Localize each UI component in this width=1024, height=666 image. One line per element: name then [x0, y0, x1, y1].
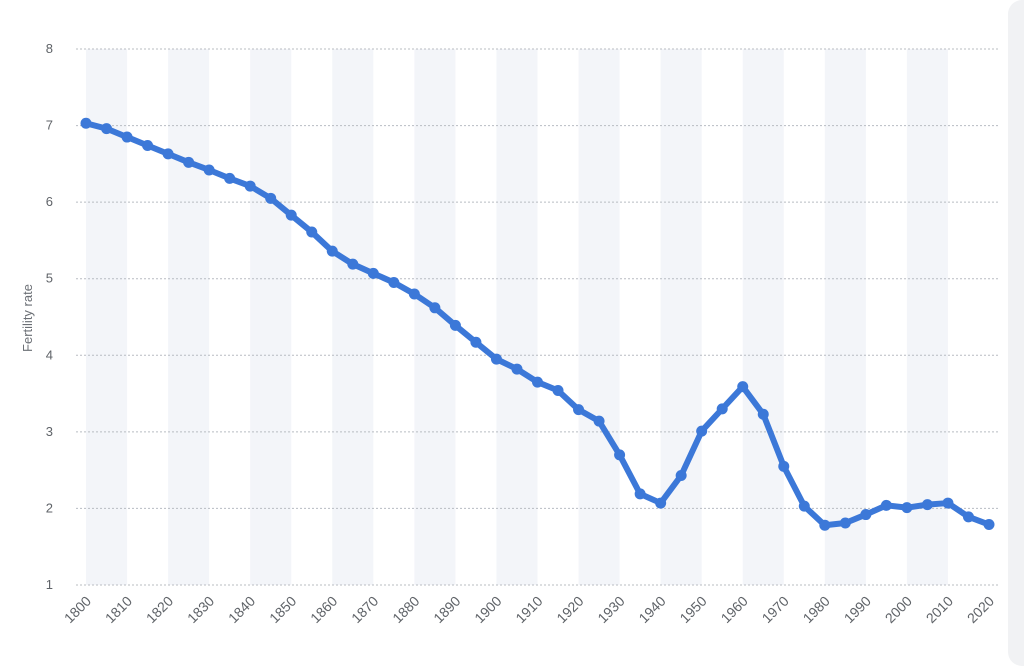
x-tick-label: 2000: [882, 593, 915, 626]
x-tick-label: 1900: [471, 593, 504, 626]
x-tick-label: 1810: [102, 593, 135, 626]
x-tick-label: 1990: [841, 593, 874, 626]
side-panel: [1008, 0, 1024, 666]
decade-band: [742, 49, 784, 585]
data-point[interactable]: [388, 277, 400, 289]
data-point[interactable]: [347, 258, 359, 270]
x-tick-label: 1930: [594, 593, 627, 626]
y-tick-label: 5: [46, 271, 53, 286]
y-tick-label: 2: [46, 500, 53, 515]
data-point[interactable]: [532, 376, 543, 388]
y-tick-label: 8: [46, 41, 53, 56]
decade-band: [496, 49, 538, 585]
data-point[interactable]: [142, 139, 154, 151]
data-point[interactable]: [573, 404, 585, 416]
data-point[interactable]: [101, 123, 113, 135]
x-axis-ticks: 1800 1810 1820 1830 1840 1850 1860 1870 1880 1890…: [61, 593, 997, 626]
data-point[interactable]: [306, 226, 318, 238]
data-point[interactable]: [224, 172, 236, 184]
data-point[interactable]: [121, 131, 133, 143]
data-point[interactable]: [408, 288, 420, 300]
x-tick-label: 1820: [143, 593, 176, 626]
x-tick-label: 1840: [225, 593, 258, 626]
y-tick-label: 3: [46, 424, 53, 439]
data-point[interactable]: [819, 519, 831, 531]
data-points: [80, 117, 995, 531]
data-point[interactable]: [737, 381, 749, 393]
data-point[interactable]: [716, 403, 728, 415]
decade-band: [250, 49, 292, 585]
data-point[interactable]: [490, 353, 502, 365]
x-tick-label: 1890: [430, 593, 463, 626]
y-tick-label: 6: [46, 194, 53, 209]
y-tick-label: 1: [46, 577, 53, 592]
data-point[interactable]: [634, 488, 646, 500]
data-point[interactable]: [285, 209, 297, 221]
data-point[interactable]: [983, 519, 995, 531]
x-tick-label: 1920: [553, 593, 586, 626]
x-tick-label: 1940: [635, 593, 668, 626]
decade-band: [906, 49, 948, 585]
data-point[interactable]: [880, 499, 892, 511]
data-point[interactable]: [675, 470, 687, 482]
x-tick-label: 1960: [718, 593, 751, 626]
data-point[interactable]: [860, 509, 872, 521]
data-point[interactable]: [244, 180, 256, 192]
data-point[interactable]: [839, 517, 851, 529]
decade-band: [578, 49, 620, 585]
y-axis-title: Fertility rate: [20, 284, 35, 352]
x-tick-label: 1870: [348, 593, 381, 626]
decade-band: [86, 49, 128, 585]
x-tick-label: 2020: [964, 593, 997, 626]
x-tick-label: 1850: [266, 593, 299, 626]
data-point[interactable]: [470, 336, 482, 348]
x-tick-label: 1980: [800, 593, 833, 626]
data-point[interactable]: [798, 500, 810, 512]
decade-band: [332, 49, 374, 585]
y-axis-ticks: 1 2 3 4 5 6 7 8: [46, 41, 53, 592]
x-tick-label: 1950: [676, 593, 709, 626]
gridlines: [76, 48, 1000, 586]
data-point[interactable]: [614, 449, 626, 461]
y-tick-label: 4: [46, 347, 53, 362]
data-point[interactable]: [901, 502, 913, 514]
decade-band: [660, 49, 702, 585]
x-tick-label: 1800: [61, 593, 94, 626]
alternating-decade-bands: [86, 49, 948, 585]
data-point[interactable]: [696, 425, 708, 437]
x-tick-label: 1880: [389, 593, 422, 626]
data-point[interactable]: [203, 164, 215, 176]
data-point[interactable]: [962, 511, 974, 523]
y-tick-label: 7: [46, 118, 53, 133]
data-point[interactable]: [326, 245, 338, 257]
x-tick-label: 1860: [307, 593, 340, 626]
data-point[interactable]: [367, 267, 379, 279]
data-point[interactable]: [942, 497, 954, 509]
x-tick-label: 1970: [759, 593, 792, 626]
data-point[interactable]: [429, 302, 441, 314]
data-point[interactable]: [757, 408, 769, 420]
data-point[interactable]: [183, 156, 195, 168]
data-point[interactable]: [162, 148, 174, 160]
data-point[interactable]: [511, 363, 523, 375]
decade-band: [824, 49, 866, 585]
x-tick-label: 1830: [184, 593, 217, 626]
data-point[interactable]: [552, 385, 564, 397]
data-point[interactable]: [80, 117, 92, 129]
data-point[interactable]: [593, 415, 605, 427]
x-tick-label: 2010: [923, 593, 956, 626]
data-point[interactable]: [265, 192, 277, 204]
data-point[interactable]: [655, 497, 667, 509]
data-point[interactable]: [921, 499, 933, 511]
data-point[interactable]: [449, 319, 461, 331]
data-point[interactable]: [778, 460, 790, 472]
decade-band: [168, 49, 210, 585]
x-tick-label: 1910: [512, 593, 545, 626]
